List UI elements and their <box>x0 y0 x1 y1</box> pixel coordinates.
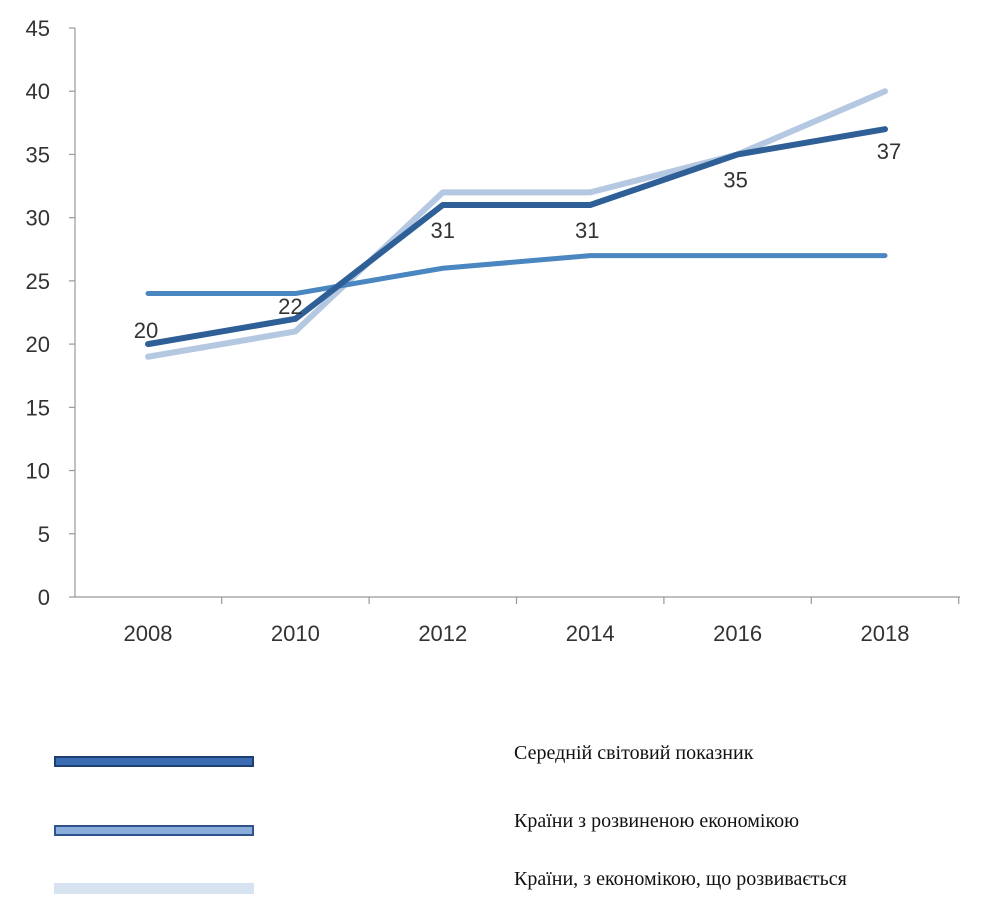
legend-swatch-world-average <box>54 756 254 767</box>
x-tick-label: 2010 <box>271 621 320 646</box>
legend-label-developing-economies: Країни, з економікою, що розвивається <box>514 868 847 890</box>
line-chart: 0 5 10 15 20 25 30 35 40 45 2008 2010 2012 2014 2016 20… <box>26 16 960 646</box>
series-line-developed-economies <box>145 253 888 297</box>
data-label-world-average: 31 <box>431 218 455 243</box>
y-tick-label: 10 <box>26 459 50 484</box>
x-tick-label: 2018 <box>861 621 910 646</box>
legend-item-developed-economies: Країни з розвиненою економікою <box>0 803 1006 843</box>
legend-item-developing-economies: Країни, з економікою, що розвивається <box>0 865 1006 905</box>
y-tick-label: 35 <box>26 142 50 167</box>
x-tick-label: 2008 <box>124 621 173 646</box>
data-label-world-average: 35 <box>723 167 747 192</box>
chart-data-labels: 20 22 31 31 35 37 <box>134 139 901 343</box>
chart-series <box>145 88 888 360</box>
series-line-developing-economies <box>145 88 888 360</box>
x-tick-label: 2012 <box>418 621 467 646</box>
legend-label-developed-economies: Країни з розвиненою економікою <box>514 810 800 832</box>
y-tick-label: 40 <box>26 79 50 104</box>
legend-label-world-average: Середній світовий показник <box>514 742 754 764</box>
y-tick-label: 15 <box>26 395 50 420</box>
chart-axes: 0 5 10 15 20 25 30 35 40 45 2008 2010 2012 2014 2016 20… <box>26 16 960 646</box>
data-label-world-average: 22 <box>278 294 302 319</box>
x-tick-label: 2014 <box>566 621 615 646</box>
y-tick-label: 45 <box>26 16 50 41</box>
legend-swatch-developing-economies <box>54 883 254 894</box>
y-tick-label: 0 <box>38 585 50 610</box>
data-label-world-average: 20 <box>134 318 158 343</box>
chart-legend: Середній світовий показник Країни з розв… <box>0 735 1006 897</box>
x-tick-label: 2016 <box>713 621 762 646</box>
y-tick-label: 20 <box>26 332 50 357</box>
data-label-world-average: 31 <box>575 218 599 243</box>
y-tick-label: 25 <box>26 269 50 294</box>
y-tick-label: 5 <box>38 522 50 547</box>
series-line-world-average <box>145 126 888 348</box>
y-tick-label: 30 <box>26 206 50 231</box>
data-label-world-average: 37 <box>877 139 901 164</box>
legend-item-world-average: Середній світовий показник <box>0 735 1006 775</box>
legend-swatch-developed-economies <box>54 825 254 836</box>
